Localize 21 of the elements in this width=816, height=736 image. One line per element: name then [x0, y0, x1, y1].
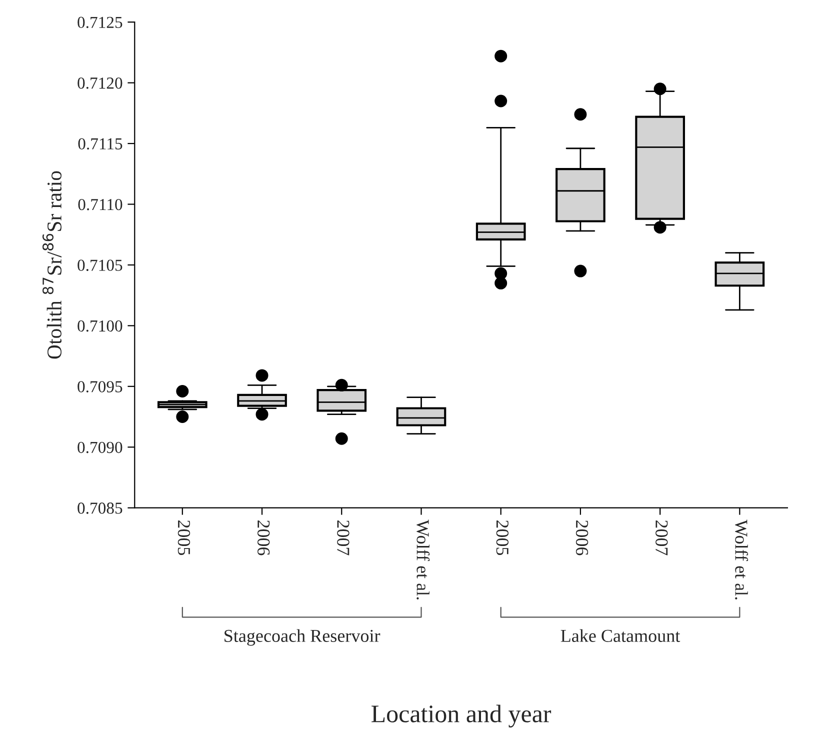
x-tick-label: 2007 — [656, 520, 668, 556]
x-tick-label: 2005 — [178, 520, 190, 556]
x-axis-title: Location and year — [372, 704, 552, 728]
y-tick-label: 0.7100 — [78, 320, 122, 332]
y-tick-label: 0.7095 — [78, 381, 122, 392]
x-tick-label: Wolff et al. — [416, 520, 430, 600]
x-tick-label: Wolff et al. — [735, 520, 748, 600]
y-tick-label: 0.7105 — [78, 260, 122, 271]
x-tick-label: 2007 — [337, 520, 350, 556]
y-tick-label: 0.7115 — [78, 138, 122, 150]
y-axis-title: Otolith $^{87}$Sr/$^{86}$Sr ratio — [42, 171, 62, 359]
x-tick-label: 2006 — [257, 520, 270, 556]
x-tick-label: 2006 — [576, 520, 588, 556]
x-tick-label: 2005 — [496, 520, 509, 556]
y-tick-label: 0.7085 — [78, 502, 122, 514]
text: Lake Catamount — [560, 629, 680, 642]
y-tick-label: 0.7125 — [78, 16, 122, 28]
y-tick-label: 0.7120 — [78, 78, 122, 89]
text: Stagecoach Reservoir — [224, 629, 380, 646]
y-tick-label: 0.7090 — [78, 442, 122, 454]
y-tick-label: 0.7110 — [78, 198, 122, 210]
